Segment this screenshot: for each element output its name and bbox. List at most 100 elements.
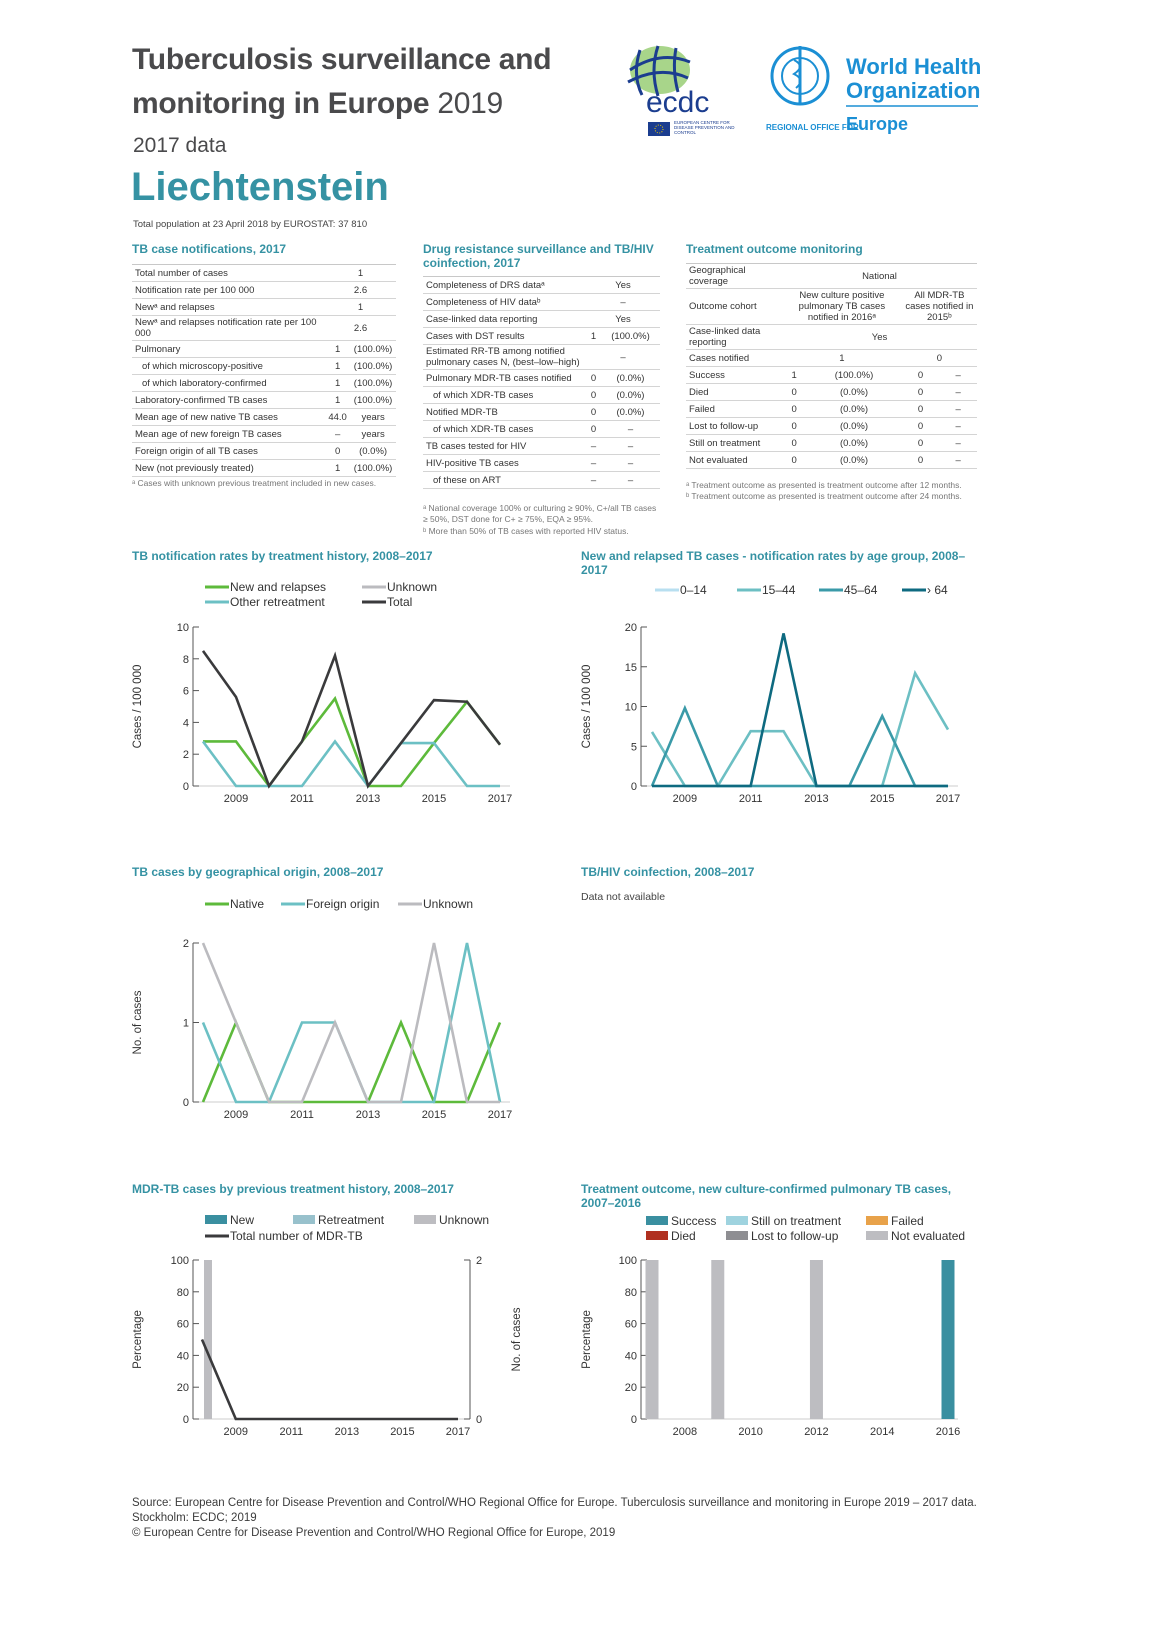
- row-label: Still on treatment: [686, 434, 782, 452]
- legend-label: Unknown: [439, 1213, 489, 1227]
- row-label: Died: [686, 383, 782, 401]
- row-value: 0: [782, 400, 807, 418]
- row-label: Cases with DST results: [423, 327, 586, 345]
- table-row: Not evaluated 0 (0.0%) 0–: [686, 451, 977, 469]
- x-tick-label: 2013: [356, 793, 380, 805]
- who-emblem-icon: [770, 46, 830, 106]
- y-tick-label: 4: [183, 717, 189, 729]
- y-tick-label: 2: [183, 749, 189, 761]
- x-tick-label: 2015: [390, 1426, 414, 1438]
- table-row: Newᵃ and relapses 1: [132, 298, 396, 316]
- y-tick-label: 100: [619, 1255, 637, 1267]
- legend-label: Success: [671, 1214, 716, 1228]
- country-name: Liechtenstein: [131, 165, 389, 209]
- row-label: of these on ART: [423, 471, 586, 489]
- y-tick-label: 8: [183, 654, 189, 666]
- table-row: Pulmonary 1 (100.0%): [132, 340, 396, 358]
- row-label: Newᵃ and relapses: [132, 298, 325, 316]
- ecdc-logo: ecdc EUROPEAN CENTRE FOR DISEASE PREVENT…: [627, 45, 735, 136]
- drug-resistance-footnote-a: ᵃ National coverage 100% or culturing ≥ …: [423, 503, 657, 524]
- row-value: –: [586, 344, 660, 370]
- drug-resistance-footnote-b: ᵇ More than 50% of TB cases with reporte…: [423, 526, 629, 536]
- row-value: 1: [325, 374, 351, 392]
- row-value: –: [939, 451, 977, 469]
- legend-swatch: [205, 1215, 227, 1224]
- legend-item: › 64: [902, 583, 948, 597]
- table-row: Cases notified 1 0: [686, 349, 977, 367]
- row-value: –: [600, 471, 660, 489]
- legend-item: New: [205, 1213, 254, 1227]
- row-label: Case-linked data reporting: [423, 310, 586, 328]
- row-value: 1: [325, 298, 396, 316]
- table-row: Pulmonary MDR-TB cases notified 0 (0.0%): [423, 369, 660, 387]
- y-tick-label: 20: [625, 622, 637, 634]
- y-tick-label: 0: [631, 1414, 637, 1426]
- row-label: Lost to follow-up: [686, 417, 782, 435]
- footer-source: Source: European Centre for Disease Prev…: [132, 1497, 977, 1524]
- x-tick-label: 2011: [739, 793, 763, 805]
- table-row: Newᵃ and relapses notification rate per …: [132, 315, 396, 341]
- legend-label: Still on treatment: [751, 1214, 842, 1228]
- row-value: Yes: [782, 324, 977, 350]
- table-row: Lost to follow-up 0 (0.0%) 0–: [686, 417, 977, 435]
- chart3-title: TB cases by geographical origin, 2008–20…: [132, 865, 384, 879]
- legend-label: New and relapses: [230, 580, 326, 594]
- y-tick-label: 10: [625, 702, 637, 714]
- legend-label: New: [230, 1213, 254, 1227]
- y-axis-label: Cases / 100 000: [132, 665, 144, 749]
- row-value: 2.6: [325, 281, 396, 299]
- row-label: of which XDR-TB cases: [423, 386, 586, 404]
- chart-c5: 0 20 40 60 80 100 2008 2010 2012 2014 2016 Percenta…: [581, 1214, 965, 1438]
- y-tick-label: 5: [631, 741, 637, 753]
- row-label: Laboratory-confirmed TB cases: [132, 391, 325, 409]
- y-tick-label: 80: [625, 1287, 637, 1299]
- row-label: Not evaluated: [686, 451, 782, 469]
- table-row: Case-linked data reporting Yes: [686, 324, 977, 350]
- table-row: Still on treatment 0 (0.0%) 0–: [686, 434, 977, 452]
- legend-item: Still on treatment: [726, 1214, 842, 1228]
- legend-label: Total: [387, 595, 412, 609]
- row-value: (0.0%): [806, 383, 902, 401]
- row-value: (0.0%): [350, 442, 396, 460]
- notifications-title: TB case notifications, 2017: [132, 242, 287, 256]
- row-value: 0: [901, 451, 940, 469]
- series-line: [203, 695, 502, 789]
- row-label: of which microscopy-positive: [132, 357, 325, 375]
- row-value: 1: [325, 391, 351, 409]
- drug-resistance-table: Completeness of DRS dataᵃ Yes Completeness…: [423, 276, 660, 489]
- title-year: 2019: [437, 87, 503, 120]
- row-value: 0: [901, 400, 940, 418]
- table-row: of these on ART – –: [423, 471, 660, 489]
- who-name-line-2: Organization: [846, 78, 980, 103]
- row-value: (0.0%): [806, 400, 902, 418]
- row-value: –: [939, 383, 977, 401]
- row-value: National: [782, 263, 977, 289]
- y-axis-label: Cases / 100 000: [581, 665, 593, 749]
- legend-swatch: [646, 1231, 668, 1240]
- legend-swatch: [866, 1216, 888, 1225]
- x-tick-label: 2017: [488, 793, 512, 805]
- table-row: Mean age of new native TB cases 44.0 years: [132, 408, 396, 426]
- chart1-title: TB notification rates by treatment histo…: [132, 549, 433, 563]
- legend-label: Native: [230, 897, 264, 911]
- legend-label: Total number of MDR-TB: [230, 1229, 363, 1243]
- table-row: Died 0 (0.0%) 0–: [686, 383, 977, 401]
- row-value: –: [939, 400, 977, 418]
- treatment-outcome-title: Treatment outcome monitoring: [686, 242, 863, 256]
- x-tick-label: 2014: [870, 1426, 894, 1438]
- table-row: Notification rate per 100 000 2.6: [132, 281, 396, 299]
- row-label: Mean age of new foreign TB cases: [132, 425, 325, 443]
- x-tick-label: 2011: [290, 793, 314, 805]
- legend-label: Died: [671, 1229, 696, 1243]
- y-tick-label: 40: [625, 1350, 637, 1362]
- legend-label: 45–64: [844, 583, 878, 597]
- legend-item: Unknown: [362, 580, 437, 594]
- chart-c1: 0 2 4 6 8 10 2009 2011 2013 2015 2017 Cases / 100 0…: [132, 580, 512, 805]
- y-tick-label: 60: [625, 1319, 637, 1331]
- treatment-outcome-table: Geographical coverage National Outcome coh…: [686, 263, 977, 469]
- bar-segment: [809, 1260, 823, 1419]
- row-value: 0: [586, 420, 601, 438]
- legend-item: 0–14: [655, 583, 707, 597]
- row-value: New culture positive pulmonary TB cases …: [782, 288, 902, 325]
- table-row: HIV-positive TB cases – –: [423, 454, 660, 472]
